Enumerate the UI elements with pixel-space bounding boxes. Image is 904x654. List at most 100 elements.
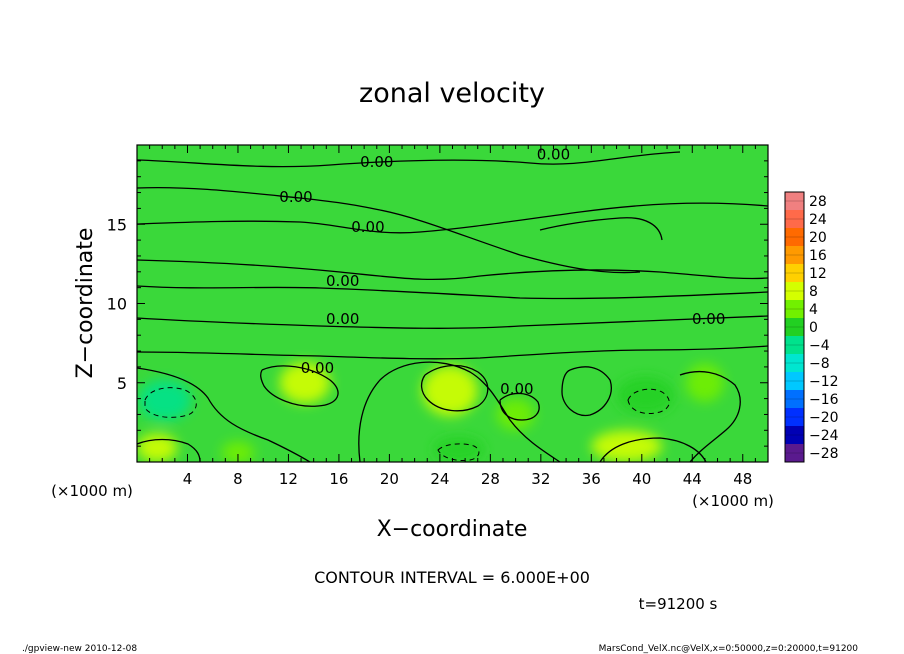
- contour-line: [137, 438, 201, 462]
- colorbar-label: 24: [809, 212, 827, 228]
- contour-labels: 0.00 0.00 0.00 0.00 0.00 0.00 0.00 0.00 0.00: [279, 145, 725, 398]
- x-unit-label-left: (×1000 m): [51, 482, 133, 500]
- colorbar-segment: [785, 210, 804, 229]
- contour-label: 0.00: [279, 188, 312, 206]
- contour-label: 0.00: [360, 153, 393, 171]
- contour-line: [420, 364, 489, 412]
- colorbar-label: 4: [809, 302, 818, 318]
- colorbar-segment: [785, 426, 804, 445]
- colorbar-label: −20: [809, 410, 839, 426]
- contour-label: 0.00: [500, 380, 533, 398]
- contour-line: [137, 259, 768, 281]
- colorbar-label: −4: [809, 338, 830, 354]
- field-blob: [496, 398, 535, 431]
- x-tick-label: 32: [531, 470, 550, 488]
- colorbar-label: −16: [809, 392, 839, 408]
- colorbar: 28 24 20 16 12 8 4 0 −4 −8 −12 −16 −20 −24 −28: [785, 192, 839, 463]
- contour-line: [499, 392, 540, 421]
- x-tick-label: 44: [683, 470, 702, 488]
- colorbar-segment: [785, 228, 804, 247]
- x-tick-label: 4: [183, 470, 193, 488]
- contour-line: [599, 437, 707, 462]
- footer-left: ./gpview-new 2010-12-08: [22, 644, 137, 654]
- x-tick-label: 40: [632, 470, 651, 488]
- contour-line: [137, 345, 768, 360]
- plot-area: 0.00 0.00 0.00 0.00 0.00 0.00 0.00 0.00 0.00: [137, 145, 768, 462]
- footer-right: MarsCond_VelX.nc@VelX,x=0:50000,z=0:2000…: [599, 644, 859, 654]
- field-blob: [616, 376, 675, 415]
- contour-label: 0.00: [537, 145, 570, 163]
- contour-label: 0.00: [326, 272, 359, 290]
- x-tick-label: 48: [733, 470, 752, 488]
- colorbar-segment: [785, 282, 804, 301]
- colorbar-segment: [785, 300, 804, 319]
- y-tick-label: 5: [117, 374, 127, 393]
- x-unit-label-right: (×1000 m): [692, 492, 774, 510]
- colorbar-label: 8: [809, 284, 818, 300]
- colorbar-segment: [785, 264, 804, 283]
- contour-label: 0.00: [351, 218, 384, 236]
- contour-line: [561, 366, 612, 417]
- field-blob: [221, 441, 255, 462]
- colorbar-frame: [784, 191, 805, 463]
- field-blob: [137, 433, 178, 462]
- negative-contours: [144, 387, 670, 461]
- contour-label: 0.00: [692, 310, 725, 328]
- contour-line-negative: [437, 443, 480, 461]
- x-tick-label: 12: [279, 470, 298, 488]
- colorbar-segment: [785, 408, 804, 427]
- contour-line: [137, 367, 311, 462]
- x-tick-label: 16: [329, 470, 348, 488]
- field-blob: [138, 379, 192, 421]
- contour-line: [137, 202, 768, 234]
- colorbar-segment: [785, 318, 804, 337]
- contour-line: [260, 365, 339, 407]
- colorbar-segment: [785, 390, 804, 409]
- y-axis-label: Z−coordinate: [73, 228, 98, 379]
- contour-line: [137, 186, 641, 274]
- contour-interval-text: CONTOUR INTERVAL = 6.000E+00: [314, 568, 590, 587]
- colorbar-label: −12: [809, 374, 839, 390]
- x-tick-label: 24: [430, 470, 449, 488]
- contour-line: [137, 285, 768, 300]
- contour-line: [137, 315, 768, 329]
- time-text: t=91200 s: [639, 595, 718, 613]
- x-axis-label: X−coordinate: [377, 517, 528, 542]
- contour-line: [137, 151, 681, 168]
- colorbar-segment: [785, 192, 804, 211]
- colorbar-label: 20: [809, 230, 827, 246]
- colorbar-segment: [785, 246, 804, 265]
- colorbar-segment: [785, 444, 804, 463]
- field-blob: [591, 430, 662, 462]
- axis-ticks: [137, 145, 768, 462]
- contour-label: 0.00: [301, 359, 334, 377]
- contour-line: [539, 217, 663, 241]
- colorbar-label: 28: [809, 194, 827, 210]
- colorbar-label: 0: [809, 320, 818, 336]
- x-tick-label: 8: [233, 470, 243, 488]
- colorbar-label: −24: [809, 428, 839, 444]
- field-blob: [685, 363, 724, 402]
- colorbar-label: 16: [809, 248, 827, 264]
- x-tick-label: 28: [481, 470, 500, 488]
- colorbar-label: −8: [809, 356, 830, 372]
- colorbar-segment: [785, 336, 804, 355]
- field-blob: [422, 365, 478, 417]
- y-tick-label: 10: [107, 295, 127, 314]
- field-blob: [433, 436, 485, 462]
- colorbar-label: −28: [809, 446, 839, 462]
- y-tick-label: 15: [107, 215, 127, 234]
- colorbar-label: 12: [809, 266, 827, 282]
- x-tick-label: 20: [380, 470, 399, 488]
- colorbar-segment: [785, 372, 804, 391]
- contour-line: [358, 361, 561, 462]
- contour-label: 0.00: [326, 310, 359, 328]
- contour-line-negative: [144, 387, 197, 418]
- contour-line: [679, 371, 741, 462]
- x-tick-label: 36: [582, 470, 601, 488]
- chart-title: zonal velocity: [359, 78, 545, 109]
- contour-lines: [137, 151, 768, 462]
- colorbar-segment: [785, 354, 804, 373]
